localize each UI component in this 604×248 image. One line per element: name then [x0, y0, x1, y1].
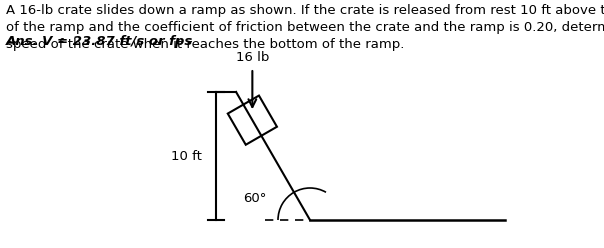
Text: A 16-lb crate slides down a ramp as shown. If the crate is released from rest 10: A 16-lb crate slides down a ramp as show… — [6, 4, 604, 51]
Text: 60°: 60° — [243, 191, 267, 205]
Text: Ans. V = 23.87 ft/s or fps: Ans. V = 23.87 ft/s or fps — [6, 35, 193, 48]
Text: 16 lb: 16 lb — [236, 51, 269, 64]
Text: 10 ft: 10 ft — [171, 150, 202, 162]
